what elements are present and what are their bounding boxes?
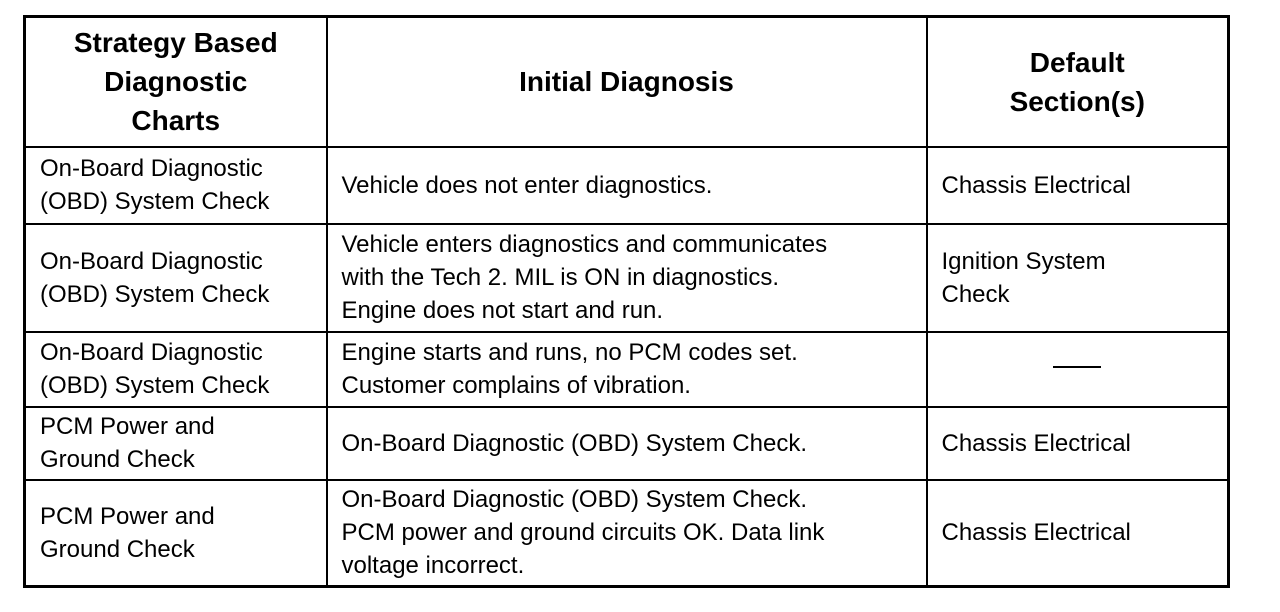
text-line: with the Tech 2. MIL is ON in diagnostic… [341, 264, 780, 291]
text-line: (OBD) System Check [40, 372, 270, 399]
strategy-chart-cell: On-Board Diagnostic (OBD) System Check [23, 330, 328, 408]
strategy-chart-cell: On-Board Diagnostic (OBD) System Check [23, 145, 328, 225]
header-default-sections: Default Section(s) [925, 15, 1230, 148]
header-strategy-charts: Strategy Based Diagnostic Charts [23, 15, 328, 148]
table-row: PCM Power and Ground Check On-Board Diagno… [23, 478, 1230, 588]
text-line: On-Board Diagnostic [40, 247, 263, 275]
text-line: Section(s) [1009, 85, 1145, 117]
text-line: Engine does not start and run. [341, 297, 664, 324]
text-line: Chassis Electrical [941, 429, 1131, 457]
text-line: Customer complains of vibration. [341, 372, 691, 399]
text-line: Vehicle does not enter diagnostics. [341, 171, 713, 199]
text-line: Diagnostic [104, 66, 248, 98]
text-line: Ground Check [40, 446, 195, 473]
initial-diagnosis-cell: Vehicle enters diagnostics and communica… [325, 222, 928, 333]
text-line: PCM Power and [40, 413, 215, 440]
header-row: Strategy Based Diagnostic Charts Initial D… [23, 15, 1230, 148]
text-line: voltage incorrect. [341, 552, 525, 580]
header-initial-diagnosis: Initial Diagnosis [325, 15, 928, 148]
default-section-cell: Chassis Electrical [925, 145, 1230, 225]
table-row: On-Board Diagnostic (OBD) System Check Veh… [23, 145, 1230, 225]
table-row: On-Board Diagnostic (OBD) System Check Eng… [23, 330, 1230, 408]
text-line: Vehicle enters diagnostics and communica… [341, 231, 828, 258]
default-section-cell: Ignition System Check [925, 222, 1230, 333]
initial-diagnosis-cell: On-Board Diagnostic (OBD) System Check. [325, 405, 928, 481]
table-row: On-Board Diagnostic (OBD) System Check Veh… [23, 222, 1230, 333]
diagnostic-charts-table: Strategy Based Diagnostic Charts Initial D… [23, 15, 1230, 588]
dash-mark [1053, 366, 1102, 369]
text-line: Charts [131, 105, 221, 137]
text-line: On-Board Diagnostic [40, 339, 263, 366]
text-line: Check [941, 280, 1010, 308]
text-line: On-Board Diagnostic (OBD) System Check. [341, 429, 807, 457]
text-line: (OBD) System Check [40, 188, 270, 215]
initial-diagnosis-cell: On-Board Diagnostic (OBD) System Check. P… [325, 478, 928, 588]
text-line: Chassis Electrical [941, 171, 1131, 199]
text-line: Ignition System [941, 247, 1106, 275]
strategy-chart-cell: PCM Power and Ground Check [23, 478, 328, 588]
text-line: Chassis Electrical [941, 519, 1131, 547]
strategy-chart-cell: On-Board Diagnostic (OBD) System Check [23, 222, 328, 333]
initial-diagnosis-cell: Vehicle does not enter diagnostics. [325, 145, 928, 225]
text-line: (OBD) System Check [40, 280, 270, 308]
initial-diagnosis-cell: Engine starts and runs, no PCM codes set… [325, 330, 928, 408]
table-row: PCM Power and Ground Check On-Board Diagno… [23, 405, 1230, 481]
text-line: Engine starts and runs, no PCM codes set… [341, 339, 798, 366]
text-line: On-Board Diagnostic [40, 155, 263, 182]
text-line: Default [1029, 46, 1125, 78]
strategy-chart-cell: PCM Power and Ground Check [23, 405, 328, 481]
text-line: Initial Diagnosis [519, 66, 734, 98]
default-section-cell: Chassis Electrical [925, 405, 1230, 481]
text-line: Ground Check [40, 535, 195, 563]
text-line: Strategy Based [73, 27, 278, 59]
text-line: PCM power and ground circuits OK. Data l… [341, 519, 825, 547]
text-line: PCM Power and [40, 502, 215, 530]
default-section-cell [925, 330, 1230, 408]
default-section-cell: Chassis Electrical [925, 478, 1230, 588]
text-line: On-Board Diagnostic (OBD) System Check. [341, 486, 807, 514]
